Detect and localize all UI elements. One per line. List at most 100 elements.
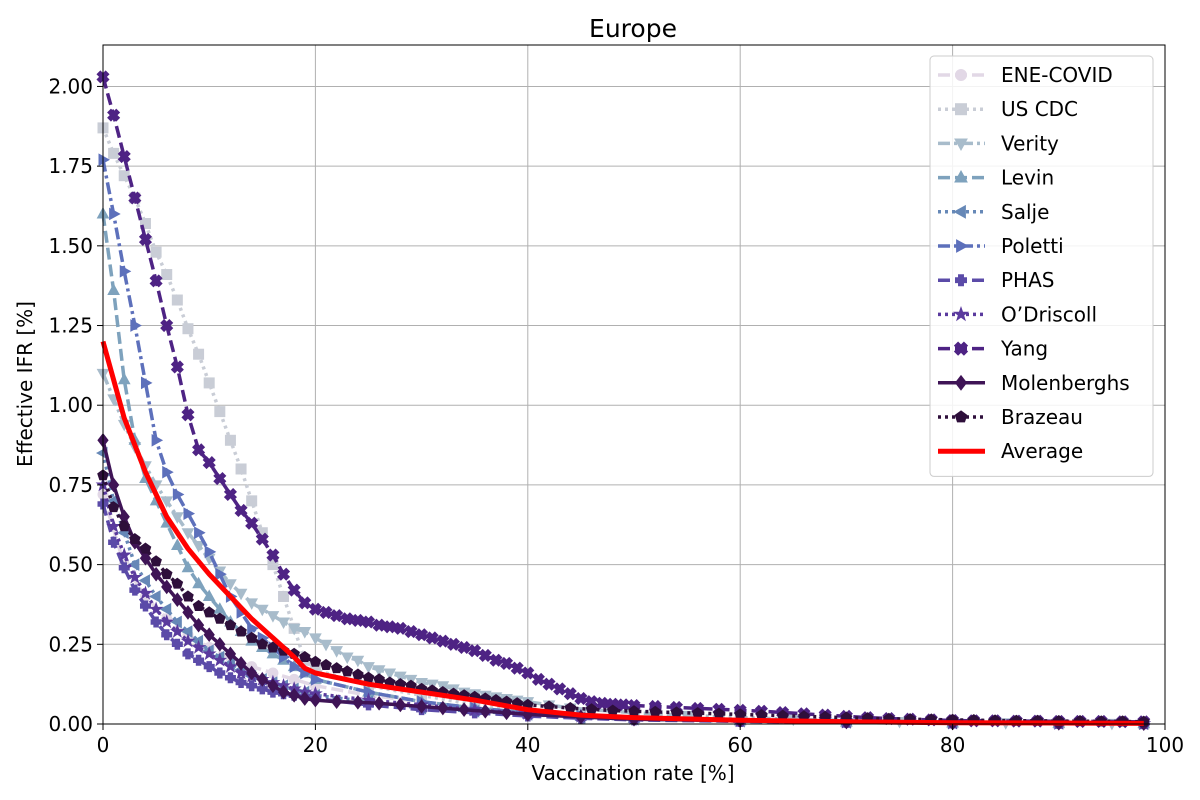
data-point-verity: [192, 540, 205, 553]
data-point-yang-shape: [415, 628, 429, 642]
data-point-levin: [170, 538, 184, 550]
data-point-levin: [202, 589, 216, 601]
data-point-molenberghs: [171, 592, 183, 607]
data-point-us-cdc: [150, 246, 162, 258]
data-point-yang-shape: [276, 567, 291, 581]
data-point-salje: [159, 602, 172, 616]
legend-marker-yang-shape: [953, 341, 969, 356]
data-point-brazeau: [341, 665, 354, 677]
data-point-yang-shape: [223, 487, 237, 502]
data-point-verity: [330, 646, 343, 658]
data-point-o-driscoll: [212, 652, 228, 667]
data-point-yang-shape: [510, 661, 524, 675]
data-point-yang: [170, 360, 184, 374]
data-point-yang: [107, 108, 121, 122]
data-point-o-driscoll: [127, 569, 143, 584]
data-point-yang-shape: [595, 696, 609, 710]
data-point-yang-shape: [446, 637, 461, 651]
data-point-yang: [149, 274, 163, 288]
data-point-yang-shape: [383, 620, 397, 634]
data-point-molenberghs: [479, 703, 491, 719]
data-point-us-cdc: [193, 348, 205, 360]
data-point-molenberghs: [150, 566, 162, 582]
data-point-o-driscoll: [191, 639, 206, 654]
data-point-levin: [181, 560, 195, 573]
series-layer: [95, 70, 1152, 732]
data-point-o-driscoll: [233, 665, 249, 680]
legend: ENE-COVID US CDC Verity Levin Salje Poletti PH…: [929, 55, 1154, 477]
y-axis-ticks: 0.00 0.25 0.50 0.75 1.00 1.25 1.50 1.75 2.00: [48, 74, 103, 736]
y-tick-label: 0.50: [48, 553, 93, 577]
data-point-brazeau: [298, 650, 311, 663]
data-point-molenberghs: [224, 646, 237, 662]
data-point-us-cdc: [203, 377, 215, 389]
legend-marker-salje: [953, 204, 966, 219]
data-point-phas: [129, 584, 141, 596]
legend-box: [929, 55, 1154, 477]
x-tick-label: 80: [940, 733, 965, 757]
legend-marker-molenberghs: [954, 374, 968, 391]
data-point-yang: [330, 609, 344, 623]
data-point-brazeau: [192, 599, 205, 612]
data-point-yang-shape: [542, 677, 556, 691]
data-point-brazeau: [256, 638, 269, 650]
data-point-verity: [266, 611, 280, 623]
data-point-us-cdc: [161, 269, 173, 281]
data-point-yang-shape: [160, 318, 174, 333]
legend-label-phas: PHAS: [1001, 268, 1054, 292]
chart-title: Europe: [589, 14, 677, 43]
legend-item-brazeau: Brazeau: [938, 405, 1083, 429]
data-point-yang: [117, 150, 131, 164]
data-point-yang-shape: [245, 516, 259, 530]
data-point-yang: [223, 487, 237, 502]
data-point-poletti: [204, 545, 217, 559]
data-point-brazeau: [352, 668, 364, 680]
x-axis-label: Vaccination rate [%]: [531, 761, 734, 785]
legend-item-ene-covid: ENE-COVID: [938, 63, 1113, 87]
data-point-yang: [425, 631, 439, 645]
data-point-o-driscoll: [201, 646, 217, 661]
data-point-brazeau: [150, 555, 162, 567]
data-point-yang: [436, 634, 450, 648]
data-point-yang-shape: [181, 408, 195, 422]
series-average: [100, 340, 1144, 726]
data-point-verity: [372, 665, 386, 677]
data-point-verity: [277, 617, 290, 630]
legend-marker-us-cdc: [955, 103, 967, 116]
legend-marker-yang: [953, 341, 969, 356]
data-point-brazeau: [309, 655, 322, 667]
data-point-yang: [563, 687, 577, 701]
data-point-o-driscoll: [169, 623, 185, 638]
data-point-molenberghs: [500, 705, 513, 721]
data-point-phas: [182, 648, 194, 660]
data-point-yang-shape: [319, 605, 333, 619]
legend-marker-ene-covid: [955, 69, 967, 81]
data-point-levin: [192, 576, 205, 589]
y-tick-label: 0.75: [48, 473, 93, 497]
data-point-verity: [383, 668, 397, 681]
data-point-brazeau: [203, 606, 216, 618]
y-tick-label: 1.25: [48, 314, 93, 338]
legend-label-yang: Yang: [1000, 337, 1048, 361]
x-tick-label: 20: [303, 733, 328, 757]
data-point-o-driscoll: [106, 518, 122, 533]
data-point-yang-shape: [330, 609, 344, 623]
data-point-verity: [319, 639, 333, 652]
data-point-yang-shape: [425, 631, 439, 645]
data-point-yang-shape: [255, 532, 269, 546]
data-point-yang-shape: [500, 656, 514, 670]
data-point-salje: [170, 615, 182, 629]
plot-frame: [102, 44, 1166, 725]
legend-label-o-driscoll: O’Driscoll: [1001, 302, 1097, 326]
legend-marker-levin: [954, 169, 968, 183]
data-point-poletti: [183, 507, 195, 520]
data-point-us-cdc: [118, 170, 130, 182]
legend-marker-poletti: [956, 239, 969, 253]
data-point-yang: [468, 644, 482, 658]
data-point-yang: [542, 677, 556, 691]
data-point-phas: [224, 672, 236, 684]
data-point-yang: [574, 691, 588, 706]
data-point-poletti: [119, 264, 132, 278]
data-point-molenberghs: [256, 672, 268, 687]
data-point-yang: [255, 532, 269, 546]
